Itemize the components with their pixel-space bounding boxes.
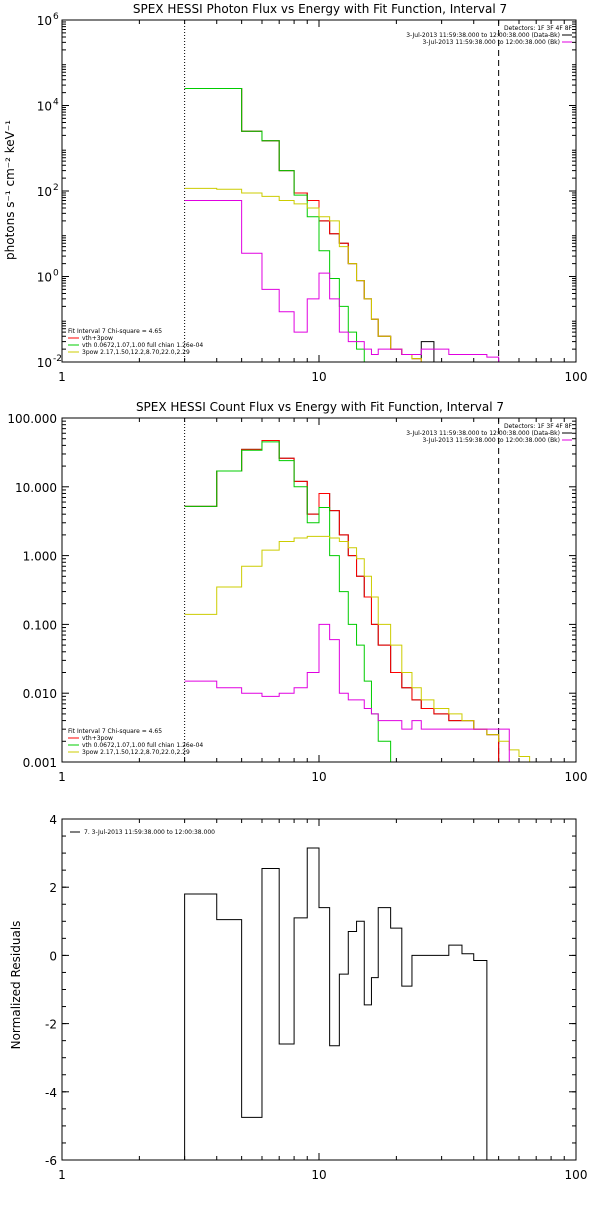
y-tick-label: 10 <box>37 185 52 199</box>
legend-header: Fit Interval 7 Chi-square = 4.65 <box>68 728 162 735</box>
plot-frame <box>61 417 577 763</box>
legend-entry-text: 7. 3-Jul-2013 11:59:38.000 to 12:00:38.0… <box>84 829 215 836</box>
data-series <box>184 87 510 363</box>
y-tick-label: 10 <box>37 14 52 28</box>
legend-header: Detectors: 1F 3F 4F 8F <box>504 25 573 32</box>
x-tick-label: 1 <box>58 370 66 384</box>
x-tick-label: 1 <box>58 1168 66 1182</box>
y-tick-label: -4 <box>45 1086 57 1100</box>
y-tick-label: 0.100 <box>23 618 57 632</box>
y-axis-label: Normalized Residuals <box>9 921 23 1050</box>
legend-entry-text: vth 0.0672,1.07,1.00 full chian 1.26e-04 <box>82 342 203 349</box>
legend-entry-text: vth+3pow <box>82 735 113 742</box>
y-tick-label: 1.000 <box>23 550 57 564</box>
series-line <box>184 199 510 363</box>
reference-lines <box>184 20 500 362</box>
photon-flux-chart: SPEX HESSI Photon Flux vs Energy with Fi… <box>3 2 587 384</box>
y-tick-label: 10.000 <box>15 481 57 495</box>
legend-top-right: Detectors: 1F 3F 4F 8F 3-Jul-2013 11:59:… <box>406 423 572 444</box>
x-tick-label: 10 <box>311 1168 326 1182</box>
y-tick-label-exponent: 0 <box>53 269 59 279</box>
x-tick-label: 100 <box>565 770 588 784</box>
legend-header: Fit Interval 7 Chi-square = 4.65 <box>68 328 162 335</box>
legend-entry-text: 3-Jul-2013 11:59:38.000 to 12:00:38.000 … <box>422 437 560 444</box>
y-tick-label: 0.010 <box>23 687 57 701</box>
series-line <box>184 87 422 362</box>
legend-top-right: Detectors: 1F 3F 4F 8F 3-Jul-2013 11:59:… <box>406 25 572 46</box>
y-tick-label: 0.001 <box>23 756 57 770</box>
legend-entry-text: vth+3pow <box>82 335 113 342</box>
y-axis-label: photons s⁻¹ cm⁻² keV⁻¹ <box>3 120 17 260</box>
legend-entry-text: 3-Jul-2013 11:59:38.000 to 12:00:38.000 … <box>406 32 560 39</box>
axis-ticks: 1 10 100 0.001 0.010 0.100 1.000 10.000 100.000 <box>7 412 587 784</box>
y-tick-label: -6 <box>45 1154 57 1168</box>
reference-lines <box>184 418 500 762</box>
legend-entry-text: 3pow 2.17,1.50,12.2,8.70,22.0,2.29 <box>82 349 190 356</box>
legend-bottom-left: Fit Interval 7 Chi-square = 4.65 vth+3po… <box>68 728 203 756</box>
legend-entry-text: 3-Jul-2013 11:59:38.000 to 12:00:38.000 … <box>406 430 560 437</box>
axis-ticks: 1 10 100 -6 -4 -2 0 2 4 <box>45 813 587 1182</box>
y-tick-label-exponent: -2 <box>53 354 62 364</box>
x-tick-label: 100 <box>565 1168 588 1182</box>
y-tick-label-exponent: 4 <box>53 98 59 108</box>
series-line <box>184 623 510 762</box>
chart-title: SPEX HESSI Count Flux vs Energy with Fit… <box>136 400 504 414</box>
legend-header: Detectors: 1F 3F 4F 8F <box>504 423 573 430</box>
x-tick-label: 100 <box>565 370 588 384</box>
legend-bottom-left: Fit Interval 7 Chi-square = 4.65 vth+3po… <box>68 328 203 356</box>
series-line <box>184 535 552 763</box>
y-tick-label: 10 <box>37 100 52 114</box>
y-tick-label: 100.000 <box>7 412 57 426</box>
legend-entry-text: vth 0.0672,1.07,1.00 full chian 1.26e-04 <box>82 742 203 749</box>
x-tick-label: 10 <box>311 770 326 784</box>
y-tick-label-exponent: 2 <box>53 183 59 193</box>
residuals-chart: Normalized Residuals 1 10 100 -6 -4 -2 0 2 4 7. … <box>9 813 587 1182</box>
x-tick-label: 10 <box>311 370 326 384</box>
count-flux-chart: SPEX HESSI Count Flux vs Energy with Fit… <box>7 400 587 784</box>
y-tick-label: 0 <box>49 949 57 963</box>
plot-frame <box>61 818 577 1161</box>
y-tick-label: 4 <box>49 813 57 827</box>
series-line <box>184 87 372 363</box>
data-series <box>184 440 552 763</box>
y-tick-label: 10 <box>37 356 52 370</box>
y-tick-label-exponent: 6 <box>53 12 59 22</box>
legend-entry-text: 3pow 2.17,1.50,12.2,8.70,22.0,2.29 <box>82 749 190 756</box>
y-tick-label: 10 <box>37 271 52 285</box>
series-line <box>184 87 435 362</box>
chart-title: SPEX HESSI Photon Flux vs Energy with Fi… <box>133 2 507 16</box>
series-line <box>184 187 499 363</box>
legend-top-left: 7. 3-Jul-2013 11:59:38.000 to 12:00:38.0… <box>70 829 215 836</box>
plot-frame <box>61 19 577 363</box>
legend-entry-text: 3-Jul-2013 11:59:38.000 to 12:00:38.000 … <box>422 39 560 46</box>
y-tick-label: -2 <box>45 1018 57 1032</box>
data-series <box>184 847 488 1160</box>
series-line <box>184 847 488 1160</box>
y-tick-label: 2 <box>49 881 57 895</box>
x-tick-label: 1 <box>58 770 66 784</box>
